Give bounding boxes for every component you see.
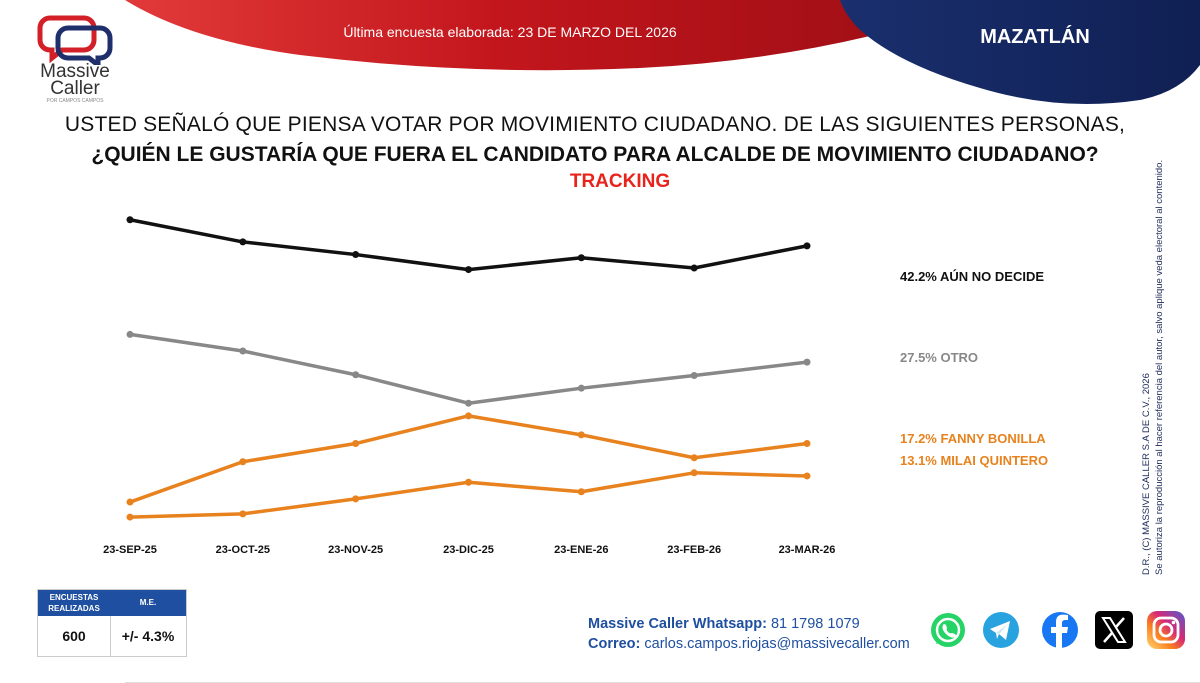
copyright-line-2: Se autoriza la reproducción al hacer ref… <box>1154 159 1165 575</box>
x-tick-label-1: 23-OCT-25 <box>216 544 270 556</box>
data-point-s1-3 <box>465 399 472 407</box>
logo-text-caller: Caller <box>50 78 100 99</box>
data-point-s0-0 <box>126 216 134 224</box>
copyright-notice: D.R., (C) MASSIVE CALLER S.A DE C.V., 20… <box>1140 95 1192 575</box>
stats-header-margin: M.E. <box>139 598 157 607</box>
data-point-s1-6 <box>803 358 811 366</box>
instagram-icon[interactable] <box>1146 610 1186 650</box>
series-line-0 <box>129 218 808 272</box>
stats-header-surveys: ENCUESTAS REALIZADAS <box>48 593 100 613</box>
copyright-line-1: D.R., (C) MASSIVE CALLER S.A DE C.V., 20… <box>1141 373 1152 575</box>
speech-bubbles-icon <box>37 15 113 65</box>
logo-subtext: POR CAMPOS CAMPOS <box>46 98 104 104</box>
facebook-icon[interactable] <box>1040 610 1080 650</box>
x-tick-label-4: 23-ENE-26 <box>554 544 608 556</box>
contact-info: Massive Caller Whatsapp: 81 1798 1079 Co… <box>588 614 910 654</box>
data-point-s0-1 <box>239 238 247 246</box>
data-point-s0-4 <box>577 254 585 262</box>
x-tick-label-5: 23-FEB-26 <box>667 544 721 556</box>
data-point-s3-4 <box>577 488 585 496</box>
email-label: Correo: <box>588 636 641 652</box>
email-contact: Correo: carlos.campos.riojas@massivecall… <box>588 634 910 654</box>
data-point-s3-0 <box>126 513 134 521</box>
city-name: MAZATLÁN <box>980 26 1090 48</box>
series-line-1 <box>129 332 808 405</box>
whatsapp-icon[interactable] <box>928 610 968 650</box>
data-point-s2-3 <box>465 412 472 420</box>
data-point-s2-0 <box>126 498 134 506</box>
survey-stats-table: ENCUESTAS REALIZADAS M.E. 600 +/- 4.3% <box>37 589 187 657</box>
x-tick-label-3: 23-DIC-25 <box>443 544 494 556</box>
data-point-s0-3 <box>465 266 472 274</box>
question-line-2: ¿QUIÉN LE GUSTARÍA QUE FUERA EL CANDIDAT… <box>91 143 1099 166</box>
series-label-aun-no-decide: 42.2% AÚN NO DECIDE <box>900 269 1044 284</box>
massive-caller-logo: Massive Caller POR CAMPOS CAMPOS <box>30 10 120 105</box>
data-point-s3-2 <box>352 495 360 503</box>
data-point-s2-5 <box>690 454 698 462</box>
question-line-1: USTED SEÑALÓ QUE PIENSA VOTAR POR MOVIMI… <box>64 113 1126 136</box>
data-point-s2-6 <box>803 440 811 448</box>
logo-text-massive: Massive <box>40 61 110 82</box>
data-point-s2-1 <box>239 458 247 466</box>
x-tick-label-6: 23-MAR-26 <box>779 544 836 556</box>
series-line-2 <box>129 414 808 504</box>
data-point-s3-6 <box>803 472 811 480</box>
tracking-title: TRACKING <box>569 171 671 192</box>
survey-date: Última encuesta elaborada: 23 DE MARZO D… <box>343 24 677 40</box>
series-label-otro: 27.5% OTRO <box>900 350 979 365</box>
series-label-milai-quintero: 13.1% MILAI QUINTERO <box>900 453 1049 468</box>
header-navy-band <box>840 0 1200 104</box>
data-point-s0-2 <box>352 251 360 259</box>
telegram-icon[interactable] <box>981 610 1021 650</box>
header-red-band <box>125 0 870 71</box>
whatsapp-number[interactable]: 81 1798 1079 <box>770 616 860 632</box>
whatsapp-contact: Massive Caller Whatsapp: 81 1798 1079 <box>588 614 910 634</box>
data-point-s1-1 <box>239 347 247 355</box>
data-point-s2-4 <box>577 431 585 439</box>
data-point-s3-1 <box>239 510 247 518</box>
stats-surveys-value: 600 <box>62 628 86 644</box>
data-point-s1-2 <box>352 371 360 379</box>
stats-margin-value: +/- 4.3% <box>121 628 175 644</box>
data-point-s3-3 <box>465 478 472 486</box>
whatsapp-label: Massive Caller Whatsapp: <box>588 616 767 632</box>
stats-divider <box>110 616 111 656</box>
data-point-s0-6 <box>803 242 811 250</box>
series-label-fanny-bonilla: 17.2% FANNY BONILLA <box>900 431 1046 446</box>
x-tick-label-2: 23-NOV-25 <box>328 544 383 556</box>
data-point-s1-4 <box>577 384 585 392</box>
stats-header-row <box>38 590 186 616</box>
data-point-s3-5 <box>690 469 698 477</box>
email-address[interactable]: carlos.campos.riojas@massivecaller.com <box>644 636 910 652</box>
x-tick-label-0: 23-SEP-25 <box>103 544 157 556</box>
data-point-s2-2 <box>352 440 360 448</box>
header-banner <box>125 0 1200 104</box>
data-point-s1-0 <box>126 330 134 338</box>
data-point-s1-5 <box>690 372 698 380</box>
data-point-s0-5 <box>690 264 698 272</box>
x-twitter-icon[interactable] <box>1094 610 1134 650</box>
